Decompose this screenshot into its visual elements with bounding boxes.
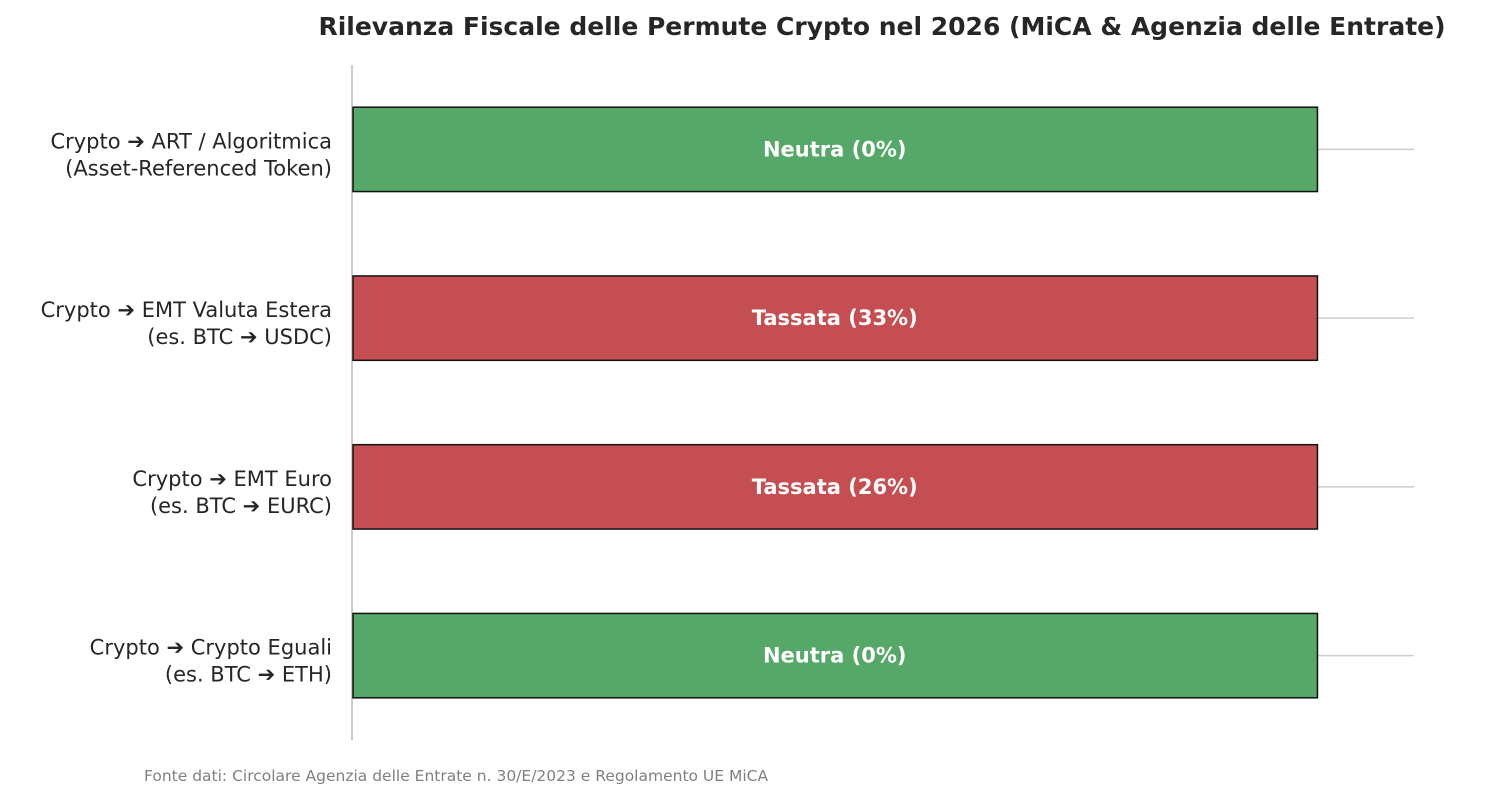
bar-taxed (352, 275, 1319, 362)
category-labels: Crypto ➔ ART / Algoritmica (Asset-Referen… (41, 129, 332, 686)
bar-value-label: Neutra (0%) (763, 137, 907, 161)
category-label-line: (Asset-Referenced Token) (65, 156, 332, 180)
category-label-line: Crypto ➔ EMT Euro (132, 467, 332, 491)
category-label-line: (es. BTC ➔ ETH) (165, 663, 332, 687)
category-label: Crypto ➔ Crypto Eguali (es. BTC ➔ ETH) (90, 636, 332, 687)
category-label-line: (es. BTC ➔ EURC) (150, 494, 332, 518)
category-label-line: (es. BTC ➔ USDC) (147, 325, 332, 349)
bar-neutral (352, 612, 1319, 699)
category-label-line: Crypto ➔ EMT Valuta Estera (41, 298, 332, 322)
bar-taxed (352, 443, 1319, 530)
category-label-line: Crypto ➔ Crypto Eguali (90, 636, 332, 660)
reference-lines (352, 148, 1414, 657)
bars (352, 106, 1319, 699)
chart-title: Rilevanza Fiscale delle Permute Crypto n… (318, 12, 1445, 41)
bar-neutral (352, 106, 1319, 193)
bar-value-label: Neutra (0%) (763, 644, 907, 668)
category-label: Crypto ➔ ART / Algoritmica (Asset-Referen… (50, 129, 332, 180)
source-note: Fonte dati: Circolare Agenzia delle Entr… (144, 767, 768, 785)
bar-value-label: Tassata (33%) (752, 306, 918, 330)
category-label-line: Crypto ➔ ART / Algoritmica (50, 129, 332, 153)
bar-value-label: Tassata (26%) (752, 475, 918, 499)
bar-labels: Neutra (0%) Tassata (33%) Tassata (26%) Neu… (752, 137, 918, 667)
category-label: Crypto ➔ EMT Euro (es. BTC ➔ EURC) (132, 467, 332, 518)
category-label: Crypto ➔ EMT Valuta Estera (es. BTC ➔ USD… (41, 298, 332, 349)
